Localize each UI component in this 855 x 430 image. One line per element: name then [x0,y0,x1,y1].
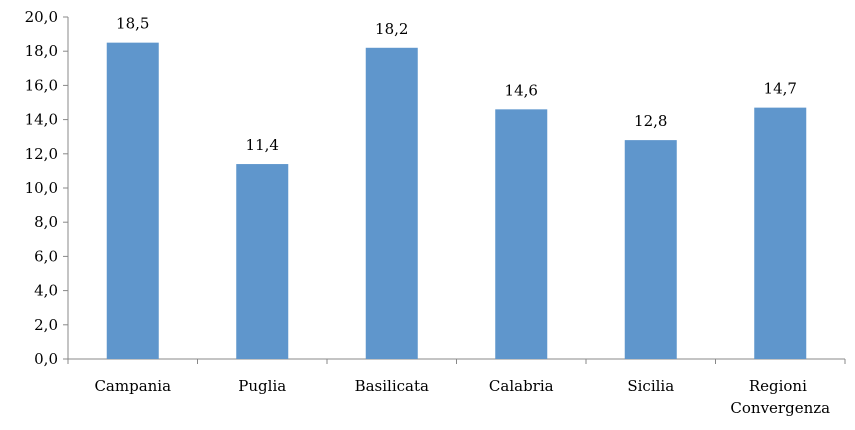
y-tick-label: 4,0 [34,282,58,300]
value-label: 11,4 [246,136,279,154]
y-tick-label: 18,0 [25,42,58,60]
value-label: 18,5 [116,15,149,33]
y-tick-label: 12,0 [25,145,58,163]
y-tick-label: 10,0 [25,179,58,197]
value-label: 18,2 [375,20,408,38]
value-label: 12,8 [634,112,667,130]
bar [495,109,548,359]
y-tick-label: 20,0 [25,8,58,26]
y-tick-label: 14,0 [25,111,58,129]
bar [106,42,159,360]
y-tick-label: 6,0 [34,247,58,265]
bar [365,47,418,359]
x-tick-label: Calabria [489,377,554,395]
x-tick-label: Basilicata [355,377,429,395]
x-tick-label: Sicilia [627,377,674,395]
x-tick-label: Campania [94,377,171,395]
x-tick-label: Regioni Convergenza [730,377,830,417]
bar [624,140,677,359]
value-label: 14,7 [764,80,797,98]
y-tick-label: 8,0 [34,213,58,231]
y-tick-label: 0,0 [34,350,58,368]
y-tick-label: 16,0 [25,76,58,94]
x-tick-label: Puglia [238,377,286,395]
bar [236,164,289,359]
bar [754,107,807,359]
value-label: 14,6 [505,81,538,99]
y-tick-label: 2,0 [34,316,58,334]
